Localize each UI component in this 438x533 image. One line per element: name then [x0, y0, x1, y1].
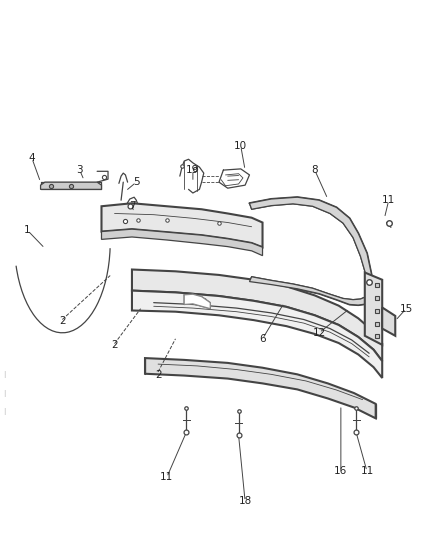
Text: 6: 6 [259, 334, 266, 344]
Text: 11: 11 [382, 195, 396, 205]
Text: 2: 2 [111, 340, 118, 350]
Polygon shape [145, 358, 376, 418]
Text: 3: 3 [76, 165, 83, 175]
Polygon shape [250, 277, 374, 305]
Text: 8: 8 [311, 165, 318, 175]
Polygon shape [102, 203, 262, 247]
Text: 5: 5 [133, 177, 140, 187]
Polygon shape [382, 308, 395, 336]
Polygon shape [41, 182, 102, 189]
Text: 2: 2 [155, 370, 161, 380]
Polygon shape [132, 290, 382, 378]
Text: 1: 1 [24, 225, 31, 236]
Polygon shape [184, 294, 210, 309]
Text: 15: 15 [399, 304, 413, 314]
Text: 12: 12 [312, 328, 326, 338]
Polygon shape [365, 272, 382, 345]
Text: 11: 11 [360, 466, 374, 477]
Text: |: | [4, 390, 6, 397]
Polygon shape [102, 229, 262, 256]
Text: 2: 2 [59, 316, 66, 326]
Polygon shape [250, 197, 374, 294]
Text: 4: 4 [28, 153, 35, 163]
Polygon shape [132, 270, 382, 361]
Text: 16: 16 [334, 466, 347, 477]
Text: 7: 7 [129, 201, 135, 211]
Text: |: | [4, 408, 6, 415]
Text: |: | [4, 372, 6, 378]
Text: 10: 10 [234, 141, 247, 151]
Text: 19: 19 [186, 165, 200, 175]
Text: 18: 18 [238, 496, 252, 506]
Text: 11: 11 [160, 472, 173, 482]
